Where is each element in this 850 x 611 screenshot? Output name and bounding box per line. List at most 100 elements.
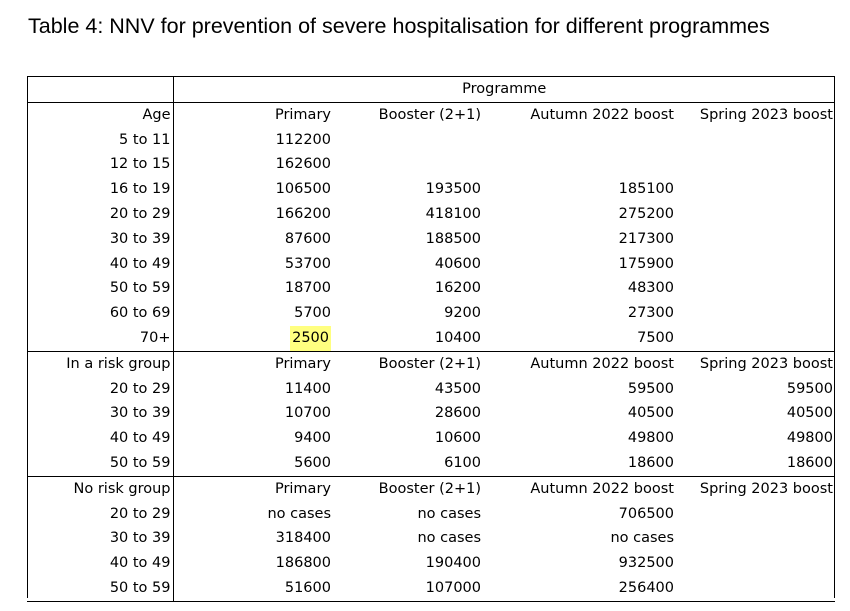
table-cell: 318400 xyxy=(275,530,331,547)
table-cell: 18600 xyxy=(786,454,833,471)
table-cell: 166200 xyxy=(275,205,331,222)
row-label: 40 to 49 xyxy=(27,551,174,576)
row-label: 30 to 39 xyxy=(27,526,174,552)
table-row: 30 to 39 87600 188500 217300 xyxy=(27,226,835,252)
table-cell xyxy=(676,252,835,277)
row-label: 30 to 39 xyxy=(27,401,174,427)
column-header: Autumn 2022 boost xyxy=(483,475,676,502)
table-cell: 188500 xyxy=(425,230,481,247)
section-label: In a risk group xyxy=(27,350,174,377)
table-cell xyxy=(676,276,835,301)
table-cell: 217300 xyxy=(618,230,674,247)
table-cell: 193500 xyxy=(425,181,481,198)
section-header-row: No risk group Primary Booster (2+1) Autumn … xyxy=(27,475,835,502)
column-header: Booster (2+1) xyxy=(333,350,483,377)
column-header: Autumn 2022 boost xyxy=(483,350,676,377)
table-cell xyxy=(676,301,835,326)
table-cell xyxy=(676,502,835,527)
section-header-row: Age Primary Booster (2+1) Autumn 2022 boost… xyxy=(27,101,835,128)
table-cell: 175900 xyxy=(618,255,674,272)
row-label: 16 to 19 xyxy=(27,177,174,202)
column-header: Spring 2023 boost xyxy=(676,475,835,502)
table-cell xyxy=(676,326,835,351)
table-cell: 186800 xyxy=(275,555,331,572)
table-row: 30 to 39 10700 28600 40500 40500 xyxy=(27,401,835,427)
column-header: Autumn 2022 boost xyxy=(483,101,676,128)
highlighted-value: 2500 xyxy=(290,325,331,351)
table-cell: 27300 xyxy=(627,305,674,322)
table-cell: 43500 xyxy=(434,380,481,397)
table-cell: 28600 xyxy=(434,405,481,422)
row-label: 20 to 29 xyxy=(27,201,174,227)
table-cell xyxy=(333,128,483,153)
table-caption: Table 4: NNV for prevention of severe ho… xyxy=(28,14,770,38)
table-row: 50 to 59 5600 6100 18600 18600 xyxy=(27,450,835,477)
table-cell: 112200 xyxy=(275,131,331,148)
table-cell: 2500 xyxy=(173,325,333,351)
row-label: 70+ xyxy=(27,325,174,352)
table-cell: 11400 xyxy=(284,380,331,397)
row-label: 30 to 39 xyxy=(27,226,174,252)
column-header: Spring 2023 boost xyxy=(676,101,835,128)
table-row: 16 to 19 106500 193500 185100 xyxy=(27,177,835,202)
table-row: 50 to 59 51600 107000 256400 xyxy=(27,575,835,602)
table-cell: 53700 xyxy=(284,255,331,272)
table-row: 5 to 11 112200 xyxy=(27,127,835,153)
programme-header-row: Programme xyxy=(27,76,835,103)
table-cell: no cases xyxy=(267,505,331,522)
table-cell: 18600 xyxy=(627,454,674,471)
table-cell: 18700 xyxy=(284,280,331,297)
table-cell xyxy=(676,202,835,227)
table-cell: 5600 xyxy=(294,454,331,471)
section-header-row: In a risk group Primary Booster (2+1) Autum… xyxy=(27,350,835,377)
column-header: Booster (2+1) xyxy=(333,475,483,502)
table-body: Programme Age Primary Booster (2+1) Autumn … xyxy=(27,76,835,602)
table-row: 40 to 49 186800 190400 932500 xyxy=(27,551,835,576)
table-cell xyxy=(676,551,835,576)
table-row: 70+ 2500 10400 7500 xyxy=(27,325,835,352)
section-label: Age xyxy=(27,101,174,128)
table-cell xyxy=(676,227,835,252)
nnv-table: Programme Age Primary Booster (2+1) Autumn … xyxy=(27,76,835,602)
table-cell xyxy=(676,128,835,153)
row-label: 12 to 15 xyxy=(27,152,174,178)
table-row: 40 to 49 53700 40600 175900 xyxy=(27,251,835,277)
row-label: 60 to 69 xyxy=(27,301,174,326)
column-header: Primary xyxy=(173,350,333,377)
row-label: 5 to 11 xyxy=(27,127,174,153)
row-label: 20 to 29 xyxy=(27,376,174,402)
section-label: No risk group xyxy=(27,475,174,502)
table-cell: 6100 xyxy=(444,454,481,471)
table-cell: 10600 xyxy=(434,430,481,447)
row-label: 40 to 49 xyxy=(27,251,174,277)
programme-header-blank xyxy=(27,76,174,103)
table-cell: 9200 xyxy=(444,305,481,322)
table-cell xyxy=(676,177,835,202)
table-cell: 5700 xyxy=(294,305,331,322)
table-row: 20 to 29 166200 418100 275200 xyxy=(27,201,835,227)
table-cell xyxy=(676,575,835,602)
table-cell: 9400 xyxy=(294,430,331,447)
row-label: 40 to 49 xyxy=(27,426,174,451)
table-cell: 256400 xyxy=(483,575,676,602)
table-row: 20 to 29 no cases no cases 706500 xyxy=(27,501,835,527)
row-label: 50 to 59 xyxy=(27,276,174,302)
row-label: 20 to 29 xyxy=(27,501,174,527)
row-label: 50 to 59 xyxy=(27,575,174,602)
table-cell: 932500 xyxy=(618,555,674,572)
table-cell: 40500 xyxy=(627,405,674,422)
table-cell: 51600 xyxy=(173,575,333,602)
table-cell xyxy=(676,152,835,177)
table-cell: 59500 xyxy=(627,380,674,397)
table-cell: 16200 xyxy=(434,280,481,297)
table-cell: 87600 xyxy=(284,230,331,247)
table-row: 60 to 69 5700 9200 27300 xyxy=(27,301,835,326)
table-cell: 10700 xyxy=(284,405,331,422)
programme-header: Programme xyxy=(173,76,835,103)
table-cell xyxy=(676,526,835,551)
table-cell: 106500 xyxy=(275,181,331,198)
column-header: Spring 2023 boost xyxy=(676,350,835,377)
table-cell: 275200 xyxy=(618,205,674,222)
table-cell xyxy=(483,128,676,153)
row-label: 50 to 59 xyxy=(27,450,174,477)
